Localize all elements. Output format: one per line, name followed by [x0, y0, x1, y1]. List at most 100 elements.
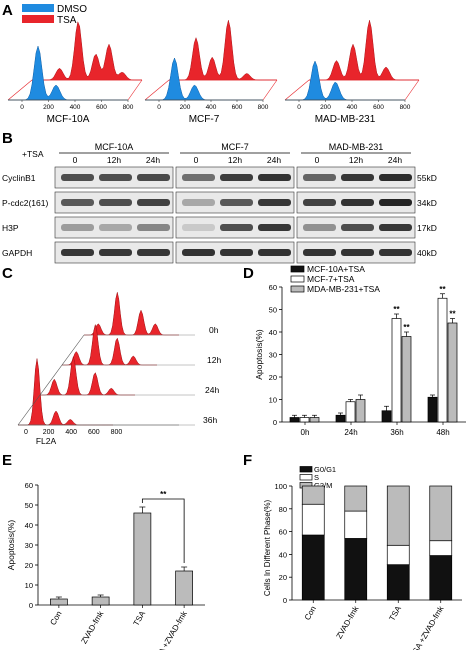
blot-protein-name: CyclinB1 — [2, 173, 36, 183]
x-tick-label: 0 — [157, 104, 161, 111]
x-tick-label: 200 — [320, 104, 331, 111]
bar — [289, 417, 300, 423]
legend-label-tsa: TSA — [57, 15, 77, 26]
bar — [437, 297, 448, 423]
blot-band — [379, 224, 412, 231]
blot-band — [137, 249, 170, 256]
y-tick-label: 20 — [269, 373, 277, 382]
treatment-label: +TSA — [22, 149, 44, 159]
x-tick-label: 0 — [297, 104, 301, 111]
bar — [345, 401, 356, 423]
bar — [133, 512, 152, 606]
blot-band — [258, 174, 291, 181]
histogram-2: 0 200 400 600 800 MAD-MB-231 — [284, 20, 420, 125]
blot-band — [61, 224, 94, 231]
legend-label: S — [314, 473, 319, 482]
legend-label-dmso: DMSO — [57, 4, 87, 15]
blot-timepoint: 24h — [388, 155, 402, 165]
x-tick-label: 200 — [43, 429, 55, 436]
x-tick-label: 0 — [24, 429, 28, 436]
legend-swatch — [290, 285, 305, 293]
blot-band — [61, 199, 94, 206]
blot-timepoint: 12h — [228, 155, 242, 165]
depth-line — [7, 79, 33, 101]
bar — [335, 414, 346, 423]
y-axis-label: Apoptosis(%) — [6, 520, 16, 571]
significance-mark: ** — [393, 305, 400, 314]
x-tick-label: Con — [48, 610, 63, 627]
x-tick-label: Con — [303, 605, 318, 622]
bar — [401, 336, 412, 423]
blot-band — [220, 199, 253, 206]
x-tick-label: 800 — [258, 104, 269, 111]
y-tick-label: 10 — [269, 396, 277, 405]
panel-d: D 0 10 20 30 40 50 60 Apoptosis(%) MCF-10A+TSAMC… — [243, 264, 466, 437]
histogram-cell-line: MAD-MB-231 — [315, 114, 376, 125]
panel-d-letter: D — [243, 265, 254, 282]
blot-protein-name: H3P — [2, 223, 19, 233]
stacked-segment — [301, 485, 325, 505]
blot-band — [137, 174, 170, 181]
western-blot: +TSA MCF-10A 0 12h 24h MCF-7 0 12h 24h MAD-MB-231… — [2, 142, 437, 264]
panel-b: B +TSA MCF-10A 0 12h 24h MCF-7 0 12h 24h MAD-MB-2… — [2, 130, 437, 264]
x-tick-label: 600 — [96, 104, 107, 111]
blot-band — [258, 199, 291, 206]
y-tick-label: 40 — [25, 521, 33, 530]
y-tick-label: 60 — [25, 481, 33, 490]
x-tick-label: 200 — [43, 104, 54, 111]
blot-band — [258, 249, 291, 256]
panel-a: A DMSO TSA 0 200 400 600 800 MCF-10A 0 200 400 60… — [2, 2, 420, 125]
stacked-histograms: 0h 12h 24h 36h 0 200 400 600 800 FL2A — [17, 292, 221, 446]
y-tick-label: 40 — [269, 328, 277, 337]
blot-band — [379, 249, 412, 256]
legend-swatch — [290, 275, 305, 283]
x-tick-label: 36h — [390, 428, 403, 437]
stacked-segment — [429, 485, 453, 542]
blot-protein-name: GAPDH — [2, 248, 32, 258]
blot-band — [341, 199, 374, 206]
x-tick-label: 800 — [123, 104, 134, 111]
panel-e: E 0 10 20 30 40 50 60 Apoptosis(%) Con ZVAD-fmk TS… — [2, 452, 205, 650]
panel-a-letter: A — [2, 2, 13, 19]
bar — [427, 396, 438, 423]
blot-protein-size: 55kD — [417, 173, 437, 183]
time-label: 12h — [207, 355, 221, 365]
stacked-segment — [386, 544, 410, 566]
y-tick-label: 0 — [29, 601, 33, 610]
stacked-segment — [301, 503, 325, 536]
x-tick-label: TSA — [132, 609, 148, 628]
x-tick-label: TSA — [387, 604, 403, 623]
blot-timepoint: 12h — [107, 155, 121, 165]
blot-band — [341, 249, 374, 256]
depth-line — [127, 79, 143, 101]
bar — [309, 417, 320, 423]
legend-swatch — [299, 474, 313, 481]
x-tick-label: TSA +ZVAD-fmk — [152, 609, 189, 650]
histogram-cell-line: MCF-10A — [47, 114, 90, 125]
x-tick-label: 400 — [70, 104, 81, 111]
stacked-segment — [386, 485, 410, 546]
y-axis-label: Cells In Different Phase(%) — [263, 500, 272, 597]
significance-mark: ** — [439, 285, 446, 294]
stacked-segment — [429, 555, 453, 601]
x-tick-label: 200 — [180, 104, 191, 111]
y-tick-label: 0 — [273, 418, 277, 427]
apoptosis-time-chart: 0 10 20 30 40 50 60 Apoptosis(%) MCF-10A+TSAMCF-… — [254, 264, 466, 437]
blot-timepoint: 0 — [315, 155, 320, 165]
blot-timepoint: 0 — [194, 155, 199, 165]
blot-band — [379, 199, 412, 206]
blot-cell-line: MAD-MB-231 — [329, 142, 384, 152]
bar — [299, 417, 310, 423]
tsa-histogram — [309, 20, 419, 81]
blot-band — [137, 224, 170, 231]
blot-band — [220, 249, 253, 256]
y-tick-label: 100 — [274, 482, 287, 491]
blot-band — [182, 199, 215, 206]
legend-label: G2/M — [314, 481, 332, 490]
depth-line — [404, 79, 420, 101]
stacked-segment — [344, 485, 368, 512]
blot-cell-line: MCF-10A — [95, 142, 134, 152]
tsa-histogram — [169, 20, 277, 81]
